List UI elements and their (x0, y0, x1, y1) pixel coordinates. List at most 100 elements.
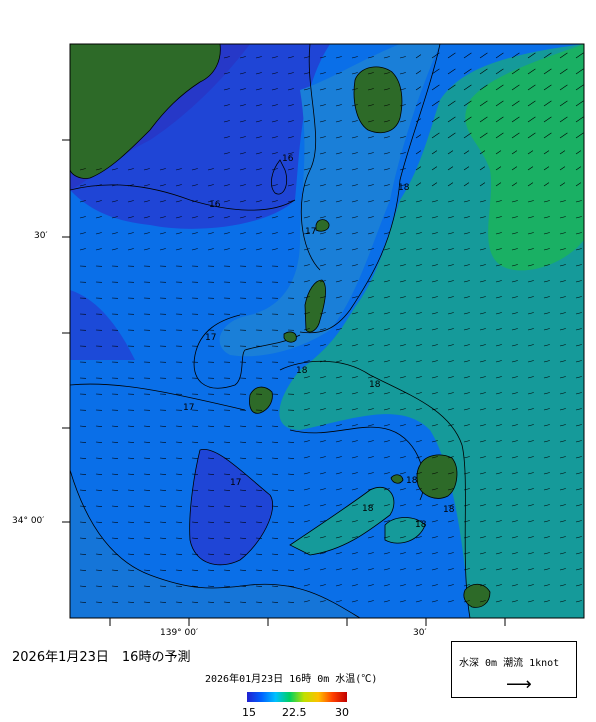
current-arrow (383, 360, 390, 363)
current-arrow (447, 488, 454, 491)
current-arrow (463, 472, 470, 475)
current-arrow (143, 232, 150, 235)
current-arrow (95, 216, 102, 219)
current-arrow (191, 537, 198, 539)
current-arrow (559, 280, 566, 283)
current-arrow (271, 601, 278, 603)
current-arrow (143, 537, 150, 539)
current-arrow (351, 568, 358, 571)
current-arrow (319, 392, 326, 395)
current-arrow (463, 568, 470, 571)
current-arrow (191, 184, 198, 187)
current-arrow (303, 296, 310, 299)
current-arrow (351, 328, 358, 331)
current-arrow (79, 521, 86, 523)
current-arrow (351, 104, 358, 107)
current-arrow (287, 104, 294, 107)
current-arrow (383, 152, 390, 155)
current-arrow (271, 537, 278, 539)
current-arrow (447, 456, 454, 459)
current-arrow (351, 552, 358, 555)
current-arrow (335, 392, 342, 395)
legend-label: 水深 0m 潮流 1knot (459, 658, 560, 669)
current-arrow (527, 376, 534, 379)
current-arrow (143, 489, 150, 491)
current-arrow (175, 184, 182, 187)
current-arrow (175, 585, 182, 587)
current-arrow (367, 552, 374, 555)
current-arrow (207, 505, 214, 507)
current-arrow (383, 328, 390, 331)
current-arrow (479, 424, 486, 427)
current-arrow (575, 488, 582, 491)
current-arrow (191, 232, 198, 235)
current-arrow (495, 100, 504, 107)
current-arrow (383, 168, 390, 171)
current-arrow (527, 248, 534, 251)
current-arrow (479, 84, 488, 91)
current-arrow (127, 248, 134, 251)
current-arrow (447, 360, 454, 363)
current-arrow (399, 456, 406, 459)
current-arrow (559, 392, 566, 395)
current-arrow (335, 536, 342, 539)
current-arrow (495, 408, 502, 411)
current-arrow (495, 568, 502, 571)
current-arrow (303, 216, 310, 219)
current-arrow (559, 424, 566, 427)
current-arrow (479, 296, 486, 299)
current-arrow (367, 392, 374, 395)
current-arrow (415, 456, 422, 459)
current-arrow (527, 132, 536, 139)
current-arrow (399, 168, 406, 171)
current-arrow (511, 312, 518, 315)
current-arrow (431, 52, 440, 59)
current-arrow (415, 200, 422, 203)
current-arrow (79, 489, 86, 491)
current-arrow (431, 116, 440, 123)
current-arrow (463, 520, 470, 523)
current-arrow (95, 168, 102, 171)
current-arrow (399, 184, 406, 187)
current-arrow (335, 328, 342, 331)
current-arrow (223, 425, 230, 427)
current-arrow (223, 537, 230, 539)
current-arrow (239, 184, 246, 187)
current-arrow (431, 520, 438, 523)
current-arrow (367, 536, 374, 539)
current-arrow (319, 88, 326, 91)
current-arrow (319, 376, 326, 379)
current-arrow (319, 488, 326, 491)
current-arrow (479, 216, 486, 219)
current-arrow (271, 200, 278, 203)
current-arrow (399, 56, 406, 59)
current-arrow (367, 344, 374, 347)
current-arrow (255, 104, 262, 107)
current-arrow (239, 441, 246, 443)
current-arrow (287, 216, 294, 219)
current-arrow (223, 585, 230, 587)
current-arrow (223, 553, 230, 555)
current-arrow (143, 585, 150, 587)
current-arrow (383, 104, 390, 107)
current-arrow (575, 552, 582, 555)
zone-17-south (189, 449, 273, 565)
current-arrow (255, 601, 262, 603)
current-arrow (303, 200, 310, 203)
current-arrow (367, 360, 374, 363)
current-arrow (127, 473, 134, 475)
current-arrow (223, 521, 230, 523)
current-legend: 水深 0m 潮流 1knot ⟶ (451, 641, 577, 698)
current-arrow (319, 184, 326, 187)
current-arrow (111, 553, 118, 555)
current-arrow (431, 568, 438, 571)
current-arrow (127, 425, 134, 427)
current-arrow (559, 376, 566, 379)
lat-label-34-00: 34° 00′ (12, 516, 45, 526)
map-caption: 2026年01月23日 16時 0m 水温(℃) (205, 674, 378, 685)
current-arrow (239, 56, 246, 59)
current-arrow (367, 376, 374, 379)
current-arrow (447, 280, 454, 283)
current-arrow (463, 328, 470, 331)
current-arrow (223, 441, 230, 443)
